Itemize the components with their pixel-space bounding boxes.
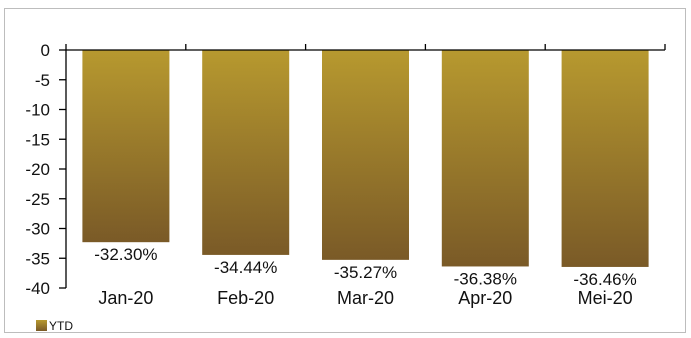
y-tick-label: -5	[35, 71, 50, 90]
y-tick-label: -40	[25, 279, 50, 298]
bar	[441, 50, 529, 267]
bar	[561, 50, 649, 267]
x-tick-label: Apr-20	[458, 288, 512, 308]
data-label: -32.30%	[94, 245, 157, 264]
legend-label: YTD	[49, 319, 73, 332]
data-label: -36.38%	[454, 269, 517, 288]
bar-chart: 0 -5 -10 -15 -20 -25 -30 -35 -40 -32.30% Jan-20 -34…	[25, 41, 666, 332]
y-tick-label: -25	[25, 190, 50, 209]
x-tick-label: Feb-20	[217, 288, 274, 308]
legend-swatch	[36, 320, 47, 331]
bar	[202, 50, 290, 255]
x-tick-label: Jan-20	[98, 288, 153, 308]
bar	[322, 50, 409, 260]
bar	[82, 50, 170, 243]
data-label: -34.44%	[214, 258, 277, 277]
y-tick-label: -10	[25, 101, 50, 120]
chart-frame: 0 -5 -10 -15 -20 -25 -30 -35 -40 -32.30% Jan-20 -34…	[4, 8, 686, 333]
x-tick-label: Mei-20	[578, 288, 633, 308]
y-tick-label: -15	[25, 130, 50, 149]
y-tick-label: -35	[25, 249, 50, 268]
data-label: -36.46%	[573, 270, 636, 289]
data-label: -35.27%	[334, 263, 397, 282]
y-tick-label: -30	[25, 220, 50, 239]
y-tick-label: -20	[25, 160, 50, 179]
x-tick-label: Mar-20	[337, 288, 394, 308]
y-tick-label: 0	[41, 41, 50, 60]
